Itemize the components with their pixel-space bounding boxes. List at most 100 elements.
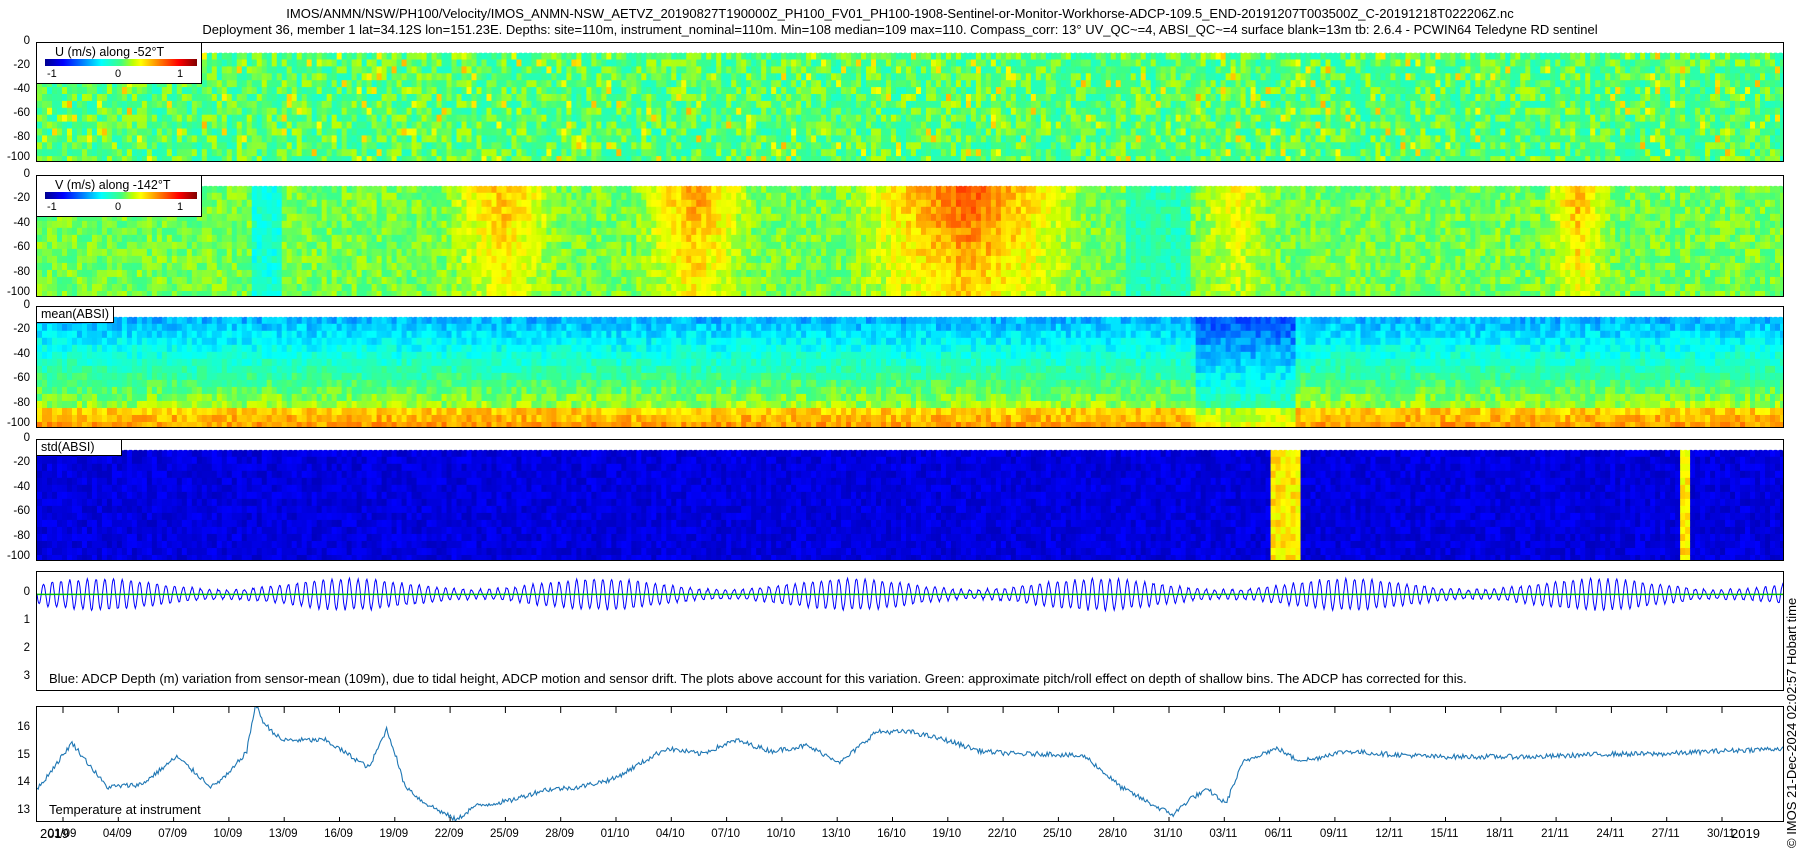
u-cell xyxy=(111,107,118,116)
u-cell xyxy=(990,94,997,102)
u-cell xyxy=(821,73,827,81)
u-cell xyxy=(911,80,917,88)
u-cell xyxy=(1540,156,1546,161)
u-cell xyxy=(421,135,428,143)
u-cell xyxy=(356,94,363,102)
u-cell xyxy=(476,142,483,150)
u-cell xyxy=(811,149,817,157)
u-cell xyxy=(1525,59,1531,67)
u-cell xyxy=(496,135,503,143)
u-cell xyxy=(1545,94,1551,102)
u-cell xyxy=(1355,87,1362,95)
u-cell xyxy=(995,100,1002,109)
u-cell xyxy=(1350,121,1357,130)
u-cell xyxy=(576,114,582,123)
u-cell xyxy=(501,52,508,61)
u-cell xyxy=(1220,52,1227,61)
u-cell xyxy=(511,114,518,123)
u-cell xyxy=(246,73,253,81)
u-cell xyxy=(1245,149,1252,157)
u-cell xyxy=(571,73,577,81)
u-cell xyxy=(1090,80,1097,88)
u-cell xyxy=(396,87,403,95)
u-cell xyxy=(1170,128,1177,136)
u-cell xyxy=(431,107,438,116)
u-cell xyxy=(156,114,163,123)
u-cell xyxy=(1495,107,1501,116)
u-cell xyxy=(176,149,183,157)
u-cell xyxy=(746,121,752,130)
u-cell xyxy=(491,73,498,81)
u-cell xyxy=(591,156,597,161)
u-cell xyxy=(46,135,53,143)
u-cell xyxy=(1170,100,1177,109)
u-cell xyxy=(731,135,737,143)
u-cell xyxy=(261,73,268,81)
u-cell xyxy=(796,100,802,109)
u-cell xyxy=(1350,156,1357,161)
u-cell xyxy=(37,135,43,143)
u-cell xyxy=(51,107,58,116)
u-cell xyxy=(396,128,403,136)
u-cell xyxy=(296,100,303,109)
u-cell xyxy=(1565,107,1571,116)
u-cell xyxy=(376,149,383,157)
u-cell xyxy=(56,107,63,116)
u-cell xyxy=(1575,94,1581,102)
u-cell xyxy=(1300,59,1307,67)
u-cell xyxy=(37,114,43,123)
u-cell xyxy=(1295,52,1302,61)
u-cell xyxy=(221,52,228,61)
u-cell xyxy=(386,80,393,88)
u-cell xyxy=(701,121,707,130)
u-cell xyxy=(1080,80,1087,88)
u-cell xyxy=(1520,156,1526,161)
u-cell xyxy=(231,135,238,143)
u-cell xyxy=(436,80,443,88)
u-cell xyxy=(1265,128,1272,136)
u-cell xyxy=(591,52,597,61)
u-cell xyxy=(1110,114,1117,123)
u-cell xyxy=(351,128,358,136)
u-cell xyxy=(781,66,787,74)
u-cell xyxy=(441,128,448,136)
u-cell xyxy=(1125,135,1132,143)
u-cell xyxy=(656,149,662,157)
u-cell xyxy=(1090,100,1097,109)
u-cell xyxy=(1395,107,1402,116)
u-cell xyxy=(925,114,932,123)
u-cell xyxy=(1325,121,1332,130)
u-cell xyxy=(1540,66,1546,74)
u-cell xyxy=(1505,73,1511,81)
u-cell xyxy=(321,156,328,161)
u-cell xyxy=(426,80,433,88)
u-cell xyxy=(346,135,353,143)
u-cell xyxy=(1050,59,1057,67)
u-cell xyxy=(1180,94,1187,102)
u-cell xyxy=(271,80,278,88)
u-cell xyxy=(221,142,228,150)
u-cell xyxy=(281,114,288,123)
u-cell xyxy=(37,128,43,136)
u-cell xyxy=(1250,100,1257,109)
u-cell xyxy=(801,59,807,67)
u-cell xyxy=(940,128,947,136)
u-cell xyxy=(1135,121,1142,130)
u-cell xyxy=(676,80,682,88)
u-cell xyxy=(216,107,223,116)
u-cell xyxy=(920,59,927,67)
u-cell xyxy=(711,73,717,81)
u-cell xyxy=(930,73,937,81)
u-cell xyxy=(1040,94,1047,102)
u-cell xyxy=(91,107,98,116)
u-cell xyxy=(925,121,932,130)
u-cell xyxy=(1080,94,1087,102)
u-cell xyxy=(1310,80,1317,88)
u-cell xyxy=(1050,52,1057,61)
u-cell xyxy=(541,52,548,61)
u-cell xyxy=(701,66,707,74)
u-cell xyxy=(1390,142,1397,150)
u-cell xyxy=(591,80,597,88)
u-cell xyxy=(451,87,458,95)
u-cell xyxy=(256,135,263,143)
